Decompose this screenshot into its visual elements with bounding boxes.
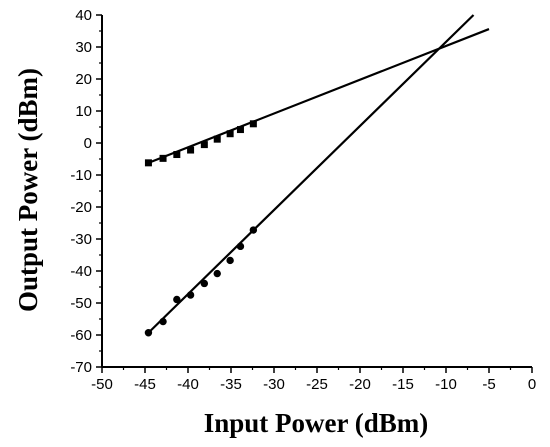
circle-marker xyxy=(236,242,245,251)
x-tick-label: -40 xyxy=(177,376,199,393)
y-tick-label: -60 xyxy=(70,327,92,344)
square-marker xyxy=(226,130,234,138)
y-tick-label: 30 xyxy=(75,39,92,56)
x-tick-label: -10 xyxy=(435,376,457,393)
x-tick-label: -50 xyxy=(91,376,113,393)
fit-lines xyxy=(147,14,490,334)
x-tick-label: 0 xyxy=(528,376,536,393)
y-tick-label: -40 xyxy=(70,263,92,280)
circle-marker xyxy=(144,329,153,337)
y-tick-label: -50 xyxy=(70,295,92,312)
y-axis-title: Output Power (dBm) xyxy=(13,68,43,312)
square-marker xyxy=(159,154,167,162)
x-tick-label: -25 xyxy=(306,376,328,393)
data-markers xyxy=(144,120,258,337)
y-tick-label: -10 xyxy=(70,167,92,184)
x-tick-label: -30 xyxy=(263,376,285,393)
x-tick-label: -35 xyxy=(220,376,242,393)
fit-line-square xyxy=(148,28,490,164)
y-tick-label: 40 xyxy=(75,7,92,24)
square-marker xyxy=(187,146,195,154)
axes: -50 -45 -40 -35 -30 -25 -20 -15 -10 -5 0-70-60-50-… xyxy=(70,7,536,393)
x-axis-title: Input Power (dBm) xyxy=(204,408,429,438)
circle-marker xyxy=(213,269,221,278)
circle-marker xyxy=(226,256,234,265)
x-tick-label: -15 xyxy=(392,376,414,393)
circle-marker xyxy=(200,279,209,288)
square-marker xyxy=(173,151,181,159)
square-marker xyxy=(200,141,208,149)
square-marker xyxy=(236,126,244,134)
x-tick-label: -20 xyxy=(349,376,371,393)
square-marker xyxy=(213,135,221,143)
y-tick-label: -30 xyxy=(70,231,92,248)
circle-marker xyxy=(173,295,181,304)
circle-marker xyxy=(159,317,167,326)
circle-marker xyxy=(249,226,258,234)
x-tick-label: -5 xyxy=(482,376,495,393)
y-tick-label: -70 xyxy=(70,359,92,376)
y-tick-label: 10 xyxy=(75,103,92,120)
fit-line-circle xyxy=(147,14,475,334)
square-marker xyxy=(249,120,257,128)
y-tick-label: 20 xyxy=(75,71,92,88)
y-tick-label: 0 xyxy=(84,135,92,152)
x-tick-label: -45 xyxy=(134,376,156,393)
y-tick-label: -20 xyxy=(70,199,92,216)
circle-marker xyxy=(186,291,195,299)
square-marker xyxy=(144,159,152,167)
